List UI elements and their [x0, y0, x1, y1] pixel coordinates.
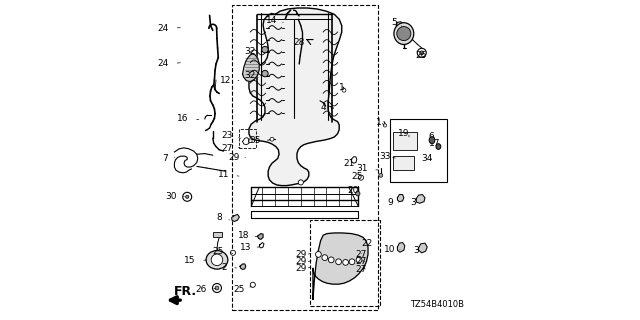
- Text: 22: 22: [362, 239, 372, 248]
- Text: 1: 1: [376, 118, 381, 127]
- Bar: [310, 220, 380, 306]
- Text: 11: 11: [218, 170, 230, 179]
- Text: 31: 31: [356, 164, 368, 173]
- Polygon shape: [249, 8, 342, 186]
- Text: 2: 2: [221, 263, 227, 272]
- Polygon shape: [419, 243, 428, 253]
- Text: 4: 4: [321, 103, 326, 112]
- Text: 19: 19: [397, 129, 409, 138]
- Text: 28: 28: [293, 38, 305, 47]
- Text: 34: 34: [421, 154, 433, 163]
- Text: 35: 35: [250, 136, 261, 145]
- Polygon shape: [416, 195, 425, 203]
- Bar: [390, 119, 447, 182]
- Circle shape: [322, 255, 328, 260]
- Circle shape: [230, 250, 236, 255]
- Text: 20: 20: [347, 186, 358, 195]
- Text: 18: 18: [237, 231, 249, 240]
- Text: 8: 8: [217, 213, 223, 222]
- Circle shape: [356, 257, 362, 263]
- Circle shape: [215, 286, 219, 290]
- Text: 17: 17: [429, 139, 440, 148]
- Circle shape: [342, 88, 346, 92]
- Circle shape: [356, 191, 360, 196]
- Polygon shape: [243, 54, 259, 82]
- Text: 27: 27: [221, 144, 233, 153]
- Text: 25: 25: [212, 247, 224, 256]
- Text: 13: 13: [240, 243, 251, 252]
- Text: 29: 29: [295, 250, 307, 259]
- Circle shape: [336, 259, 342, 265]
- Text: 10: 10: [384, 245, 396, 254]
- Text: 29: 29: [295, 257, 307, 266]
- Ellipse shape: [436, 144, 441, 149]
- Text: 27: 27: [355, 265, 366, 274]
- Circle shape: [417, 48, 426, 57]
- Polygon shape: [313, 233, 368, 299]
- Ellipse shape: [429, 137, 435, 144]
- Text: 27: 27: [355, 257, 366, 266]
- Polygon shape: [397, 243, 405, 252]
- Polygon shape: [232, 214, 239, 221]
- Circle shape: [262, 46, 268, 53]
- Text: 23: 23: [221, 132, 233, 140]
- Text: 12: 12: [220, 76, 231, 85]
- Circle shape: [186, 195, 189, 198]
- Text: 33: 33: [380, 152, 391, 161]
- Polygon shape: [397, 195, 404, 202]
- Bar: [239, 129, 256, 148]
- Circle shape: [328, 257, 334, 263]
- Ellipse shape: [394, 23, 414, 44]
- Text: 24: 24: [157, 24, 169, 33]
- Circle shape: [349, 259, 355, 265]
- Bar: [232, 5, 378, 310]
- Bar: [393, 156, 414, 170]
- Text: 26: 26: [415, 51, 426, 60]
- Text: 26: 26: [195, 285, 206, 294]
- Text: 1: 1: [339, 84, 345, 92]
- Circle shape: [420, 51, 424, 55]
- Circle shape: [316, 252, 321, 257]
- Text: 14: 14: [266, 16, 278, 25]
- Circle shape: [211, 254, 223, 266]
- Circle shape: [379, 173, 383, 177]
- Circle shape: [270, 137, 274, 141]
- Polygon shape: [258, 234, 263, 239]
- Text: 32: 32: [244, 47, 255, 56]
- Ellipse shape: [206, 251, 228, 269]
- Circle shape: [248, 139, 252, 143]
- Bar: [393, 132, 417, 150]
- Text: 16: 16: [177, 114, 189, 123]
- Text: 21: 21: [343, 159, 355, 168]
- Circle shape: [397, 27, 411, 41]
- Text: 6: 6: [428, 132, 434, 141]
- Text: 29: 29: [228, 153, 240, 162]
- Text: 24: 24: [157, 60, 169, 68]
- Circle shape: [262, 70, 268, 77]
- Text: 3: 3: [410, 198, 416, 207]
- Text: 3: 3: [413, 246, 419, 255]
- Circle shape: [298, 180, 303, 185]
- Text: 27: 27: [355, 250, 366, 259]
- Text: TZ54B4010B: TZ54B4010B: [410, 300, 464, 309]
- Circle shape: [343, 260, 349, 265]
- Text: 15: 15: [184, 256, 195, 265]
- Circle shape: [250, 282, 255, 287]
- Circle shape: [358, 175, 364, 180]
- Text: 25: 25: [352, 172, 364, 181]
- Bar: [212, 232, 223, 237]
- Text: 7: 7: [163, 154, 168, 163]
- Text: 32: 32: [244, 71, 255, 80]
- Circle shape: [383, 124, 387, 127]
- Polygon shape: [240, 264, 246, 269]
- Circle shape: [212, 284, 221, 292]
- Text: 30: 30: [165, 192, 177, 201]
- Text: 9: 9: [388, 198, 394, 207]
- Text: 25: 25: [234, 285, 245, 294]
- Text: FR.: FR.: [173, 284, 196, 298]
- Text: 29: 29: [295, 264, 307, 273]
- Circle shape: [183, 192, 192, 201]
- Text: 5: 5: [392, 18, 397, 27]
